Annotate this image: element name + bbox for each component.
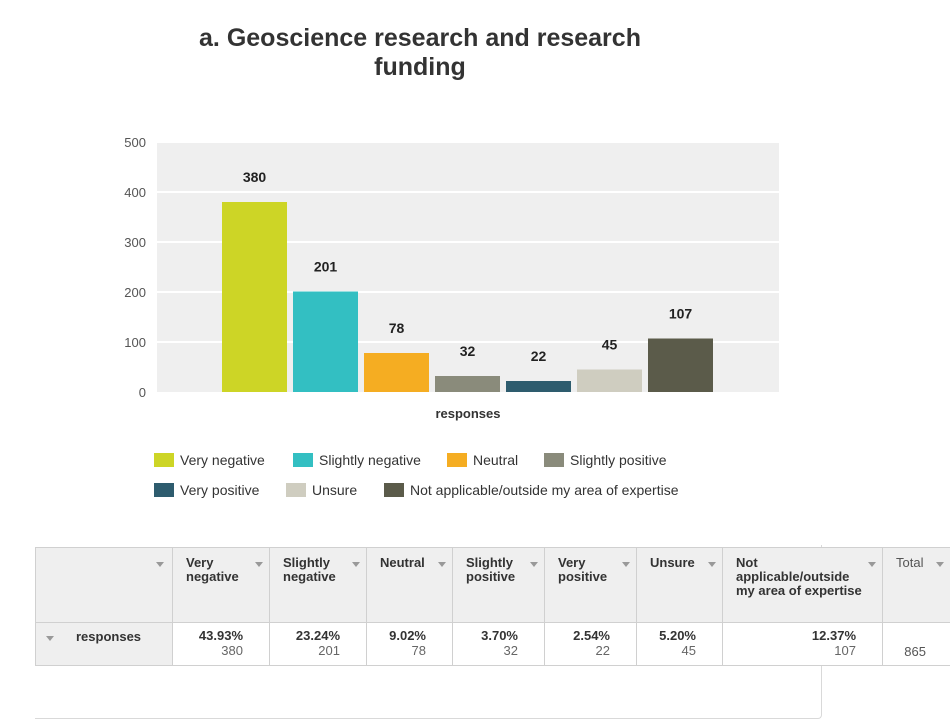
table-cell: 3.70% 32 [452,622,545,666]
corner-header[interactable] [35,547,173,623]
row-label-cell[interactable]: responses [35,622,173,666]
sort-caret-icon[interactable] [936,562,944,567]
cell-count: 32 [503,643,518,658]
table-cell: 9.02% 78 [366,622,453,666]
col-header-total[interactable]: Total [882,547,950,623]
data-label: 201 [314,259,338,275]
data-label: 380 [243,169,267,185]
y-tick-label: 300 [124,235,146,250]
sort-caret-icon[interactable] [868,562,876,567]
legend-label: Very negative [180,452,265,468]
legend-label: Not applicable/outside my area of expert… [410,482,679,498]
legend-swatch [293,453,313,467]
sort-caret-icon[interactable] [438,562,446,567]
cell-percent: 3.70% [481,628,518,643]
col-header-slightly-negative[interactable]: Slightly negative [269,547,367,623]
col-header-slightly-positive[interactable]: Slightly positive [452,547,545,623]
table-cell: 43.93% 380 [172,622,270,666]
row-caret-icon[interactable] [46,636,54,641]
legend-swatch [544,453,564,467]
bar [435,376,500,392]
table-cell: 2.54% 22 [544,622,637,666]
bar [222,202,287,392]
legend-item[interactable]: Not applicable/outside my area of expert… [384,481,678,499]
col-header-very-negative[interactable]: Very negative [172,547,270,623]
col-header-neutral[interactable]: Neutral [366,547,453,623]
legend-label: Neutral [473,452,519,468]
legend-label: Unsure [312,482,358,498]
legend-label: Slightly positive [570,452,667,468]
data-label: 45 [602,337,618,353]
y-tick-label: 200 [124,285,146,300]
col-header-very-positive[interactable]: Very positive [544,547,637,623]
responses-table: Very negative Slightly negative Neutral … [35,547,950,666]
legend-swatch [286,483,306,497]
cell-percent: 23.24% [295,628,340,643]
legend-item[interactable]: Unsure [286,481,357,499]
y-tick-label: 0 [139,385,146,400]
legend-item[interactable]: Very positive [154,481,259,499]
y-tick-label: 500 [124,135,146,150]
table-cell: 23.24% 201 [269,622,367,666]
data-label: 78 [389,320,405,336]
sort-caret-icon[interactable] [156,562,164,567]
legend-item[interactable]: Slightly negative [293,451,421,469]
legend-item[interactable]: Slightly positive [544,451,667,469]
x-axis-label: responses [435,406,500,421]
cell-percent: 5.20% [659,628,696,643]
legend-swatch [447,453,467,467]
sort-caret-icon[interactable] [622,562,630,567]
data-label: 22 [531,348,547,364]
col-header-not-applicable[interactable]: Not applicable/outside my area of expert… [722,547,883,623]
data-label: 107 [669,306,693,322]
col-header-unsure[interactable]: Unsure [636,547,723,623]
legend-item[interactable]: Very negative [154,451,265,469]
legend-swatch [154,483,174,497]
cell-percent: 2.54% [573,628,610,643]
bar [293,291,358,392]
legend-item[interactable]: Neutral [447,451,518,469]
chart-title: a. Geoscience research and research fund… [199,24,641,81]
cell-count: 22 [595,643,610,658]
y-tick-label: 400 [124,185,146,200]
table-cell: 12.37% 107 [722,622,883,666]
data-label: 32 [460,343,476,359]
cell-percent: 9.02% [389,628,426,643]
cell-percent: 43.93% [198,628,243,643]
legend-swatch [384,483,404,497]
y-tick-label: 100 [124,335,146,350]
total-cell: 865 [882,622,950,666]
table-cell: 5.20% 45 [636,622,723,666]
legend-label: Very positive [180,482,260,498]
cell-count: 45 [681,643,696,658]
bar [577,369,642,392]
bar-chart: 0 100 200 300 400 500 380 201 78 32 22 45 107 respons… [124,135,779,421]
bar [506,381,571,392]
sort-caret-icon[interactable] [530,562,538,567]
sort-caret-icon[interactable] [352,562,360,567]
cell-count: 380 [221,643,243,658]
sort-caret-icon[interactable] [255,562,263,567]
cell-count: 201 [318,643,340,658]
cell-count: 78 [411,643,426,658]
cell-percent: 12.37% [811,628,856,643]
table-row: responses 43.93% 380 23.24% 201 9.02% 78 3.… [35,622,950,666]
legend-label: Slightly negative [319,452,421,468]
bar [648,338,713,392]
legend-swatch [154,453,174,467]
row-label: responses [76,629,142,644]
sort-caret-icon[interactable] [708,562,716,567]
cell-count: 107 [834,643,856,658]
bar [364,353,429,392]
